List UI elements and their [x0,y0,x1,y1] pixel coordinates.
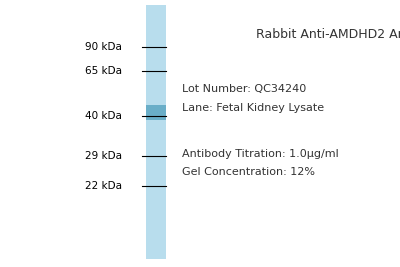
Text: Lot Number: QC34240: Lot Number: QC34240 [182,84,306,95]
Text: Gel Concentration: 12%: Gel Concentration: 12% [182,167,315,177]
Bar [146,105,166,120]
Text: 29 kDa: 29 kDa [85,151,122,161]
Text: 65 kDa: 65 kDa [85,66,122,76]
Text: 90 kDa: 90 kDa [85,42,122,52]
Bar [146,5,166,259]
Text: Lane: Fetal Kidney Lysate: Lane: Fetal Kidney Lysate [182,103,324,113]
Text: 22 kDa: 22 kDa [85,180,122,191]
Text: Antibody Titration: 1.0μg/ml: Antibody Titration: 1.0μg/ml [182,148,339,159]
Text: 40 kDa: 40 kDa [85,111,122,121]
Text: Rabbit Anti-AMDHD2 Antibody: Rabbit Anti-AMDHD2 Antibody [256,28,400,41]
